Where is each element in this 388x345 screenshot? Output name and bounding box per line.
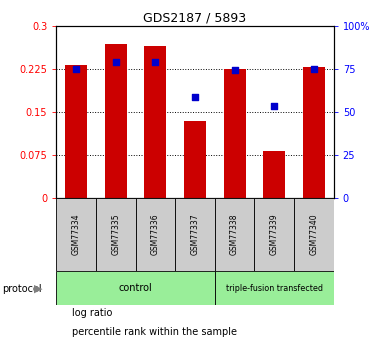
Point (311, 66, 317, 72)
Text: GSM77338: GSM77338 (230, 214, 239, 255)
Bar (215, 198, 255, 271)
Text: log ratio: log ratio (72, 308, 112, 318)
Text: control: control (119, 283, 152, 293)
Bar (263, 151, 285, 198)
Title: GDS2187 / 5893: GDS2187 / 5893 (144, 12, 246, 25)
Bar (105, 44, 126, 198)
Bar (303, 67, 325, 198)
Bar (65, 65, 87, 198)
Text: GSM77339: GSM77339 (270, 214, 279, 255)
Text: ▶: ▶ (34, 284, 43, 294)
Point (232, 67, 238, 72)
Point (113, 59, 119, 65)
Text: GSM77334: GSM77334 (71, 214, 81, 255)
Bar (175, 198, 215, 271)
Bar (224, 69, 246, 198)
Bar (135, 198, 175, 271)
Text: percentile rank within the sample: percentile rank within the sample (72, 327, 237, 337)
Bar (255, 198, 294, 271)
Text: triple-fusion transfected: triple-fusion transfected (226, 284, 323, 293)
Text: GSM77336: GSM77336 (151, 214, 160, 255)
Text: GSM77340: GSM77340 (309, 214, 319, 255)
Point (152, 59, 158, 65)
Text: protocol: protocol (2, 284, 42, 294)
Bar (96, 198, 135, 271)
Bar (56, 271, 215, 305)
Text: GSM77335: GSM77335 (111, 214, 120, 255)
Point (73, 66, 79, 72)
Text: GSM77337: GSM77337 (191, 214, 199, 255)
Bar (56, 198, 96, 271)
Bar (215, 271, 334, 305)
Bar (144, 46, 166, 198)
Point (271, 103, 277, 109)
Bar (184, 121, 206, 198)
Point (192, 95, 198, 100)
Bar (294, 198, 334, 271)
